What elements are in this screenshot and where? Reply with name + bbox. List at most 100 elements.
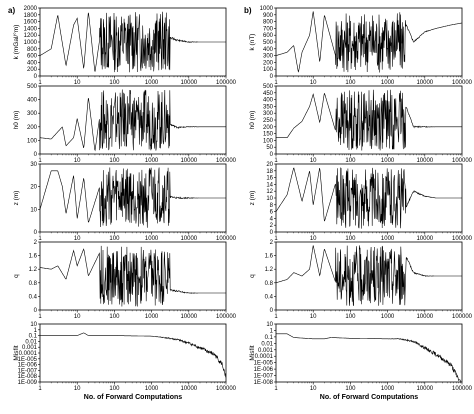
y-tick-label: 1E-007 xyxy=(254,374,274,380)
x-tick-label: 100 xyxy=(109,314,120,320)
x-tick-label: 1000 xyxy=(381,80,395,86)
y-tick-label: 450 xyxy=(263,91,274,97)
x-tick-label: 1 xyxy=(38,158,42,164)
y-tick-label: 1600 xyxy=(24,20,38,26)
y-tick-label: 0 xyxy=(34,152,38,158)
y-tick-label: 200 xyxy=(27,67,38,73)
y-tick-label: 0.1 xyxy=(29,334,38,340)
y-tick-label: 18 xyxy=(266,169,273,175)
series-line xyxy=(39,167,226,228)
plot-frame xyxy=(39,241,227,311)
x-tick-label: 10000 xyxy=(416,314,433,320)
y-tick-label: 50 xyxy=(266,145,273,151)
y-tick-label: 1.6 xyxy=(265,254,274,260)
y-tick-label: 1400 xyxy=(24,26,38,32)
y-axis-label: z (m) xyxy=(249,191,256,206)
x-tick-label: 10 xyxy=(74,236,81,242)
panel-label: a) xyxy=(8,6,15,15)
y-tick-label: 350 xyxy=(263,104,274,110)
y-tick-label: 700 xyxy=(263,26,274,32)
y-tick-label: 0 xyxy=(34,230,38,236)
y-tick-label: 1E-007 xyxy=(18,368,38,374)
x-tick-label: 10 xyxy=(310,158,317,164)
y-tick-label: 2000 xyxy=(24,6,38,12)
series-line xyxy=(275,245,462,306)
y-tick-label: 1.2 xyxy=(265,267,274,273)
x-tick-label: 100000 xyxy=(216,314,237,320)
y-tick-label: 10 xyxy=(266,322,273,328)
chart-panel-a-2: 0 100 200 300 400 500 1 10 100 1000 10000 100000 h0 … xyxy=(13,84,237,164)
x-tick-label: 1000 xyxy=(381,236,395,242)
x-tick-label: 10000 xyxy=(416,236,433,242)
y-tick-label: 1E-005 xyxy=(18,357,38,363)
x-tick-label: 10000 xyxy=(416,386,433,392)
y-tick-label: 150 xyxy=(263,132,274,138)
x-tick-label: 100000 xyxy=(452,314,473,320)
x-tick-label: 100 xyxy=(109,80,120,86)
y-axis-label: k (nT) xyxy=(249,34,256,51)
x-axis-label: No. of Forward Computations xyxy=(84,394,182,401)
x-tick-label: 10000 xyxy=(180,158,197,164)
y-tick-label: 8 xyxy=(270,203,274,209)
x-tick-label: 10 xyxy=(74,314,81,320)
x-tick-label: 1 xyxy=(274,80,278,86)
x-tick-label: 1 xyxy=(274,314,278,320)
chart-panel-a-4: 0 0.4 0.8 1.2 1.6 2 1 10 100 1000 10000 100000 q xyxy=(13,240,237,320)
y-tick-label: 0.0001 xyxy=(255,354,274,360)
x-tick-label: 100 xyxy=(109,386,120,392)
y-tick-label: 1.2 xyxy=(29,267,38,273)
y-tick-label: 10 xyxy=(266,196,273,202)
y-tick-label: 2 xyxy=(270,240,274,246)
y-tick-label: 10 xyxy=(30,207,37,213)
x-tick-label: 1000 xyxy=(381,386,395,392)
y-tick-label: 600 xyxy=(27,54,38,60)
plot-frame xyxy=(39,85,227,155)
y-tick-label: 400 xyxy=(27,98,38,104)
x-tick-label: 100000 xyxy=(216,158,237,164)
y-tick-label: 100 xyxy=(263,138,274,144)
y-tick-label: 250 xyxy=(263,118,274,124)
x-tick-label: 10 xyxy=(310,314,317,320)
y-tick-label: 0 xyxy=(270,308,274,314)
x-tick-label: 10 xyxy=(74,158,81,164)
y-tick-label: 0.4 xyxy=(29,294,38,300)
y-tick-label: 400 xyxy=(263,47,274,53)
y-tick-label: 500 xyxy=(263,40,274,46)
y-tick-label: 400 xyxy=(27,60,38,66)
x-axis-label: No. of Forward Computations xyxy=(320,394,418,401)
y-tick-label: 20 xyxy=(266,162,273,168)
x-tick-label: 100 xyxy=(345,80,356,86)
x-tick-label: 100 xyxy=(345,158,356,164)
y-axis-label: h0 (m) xyxy=(13,111,20,130)
x-tick-label: 1000 xyxy=(381,158,395,164)
y-tick-label: 14 xyxy=(266,182,273,188)
x-tick-label: 100 xyxy=(109,158,120,164)
x-tick-label: 10000 xyxy=(180,236,197,242)
plot-frame xyxy=(275,7,463,77)
x-tick-label: 100 xyxy=(345,386,356,392)
x-tick-label: 10 xyxy=(310,80,317,86)
y-tick-label: 800 xyxy=(27,47,38,53)
x-tick-label: 1 xyxy=(38,236,42,242)
chart-panel-a-5: 1010.10.010.0010.00011E-0051E-0061E-0071… xyxy=(13,322,237,401)
y-tick-label: 300 xyxy=(263,111,274,117)
y-tick-label: 12 xyxy=(266,189,273,195)
y-tick-label: 0.8 xyxy=(29,281,38,287)
y-tick-label: 0.8 xyxy=(265,281,274,287)
panel-label: b) xyxy=(244,6,252,15)
y-tick-label: 0.0001 xyxy=(19,351,38,357)
plot-frame xyxy=(39,323,227,383)
x-tick-label: 1 xyxy=(274,236,278,242)
y-tick-label: 0.01 xyxy=(25,339,37,345)
x-tick-label: 1 xyxy=(274,386,278,392)
x-tick-label: 1000 xyxy=(145,80,159,86)
series-line xyxy=(275,11,462,73)
y-tick-label: 1E-008 xyxy=(254,380,274,386)
y-tick-label: 0 xyxy=(270,152,274,158)
x-tick-label: 1000 xyxy=(381,314,395,320)
y-tick-label: 200 xyxy=(27,125,38,131)
